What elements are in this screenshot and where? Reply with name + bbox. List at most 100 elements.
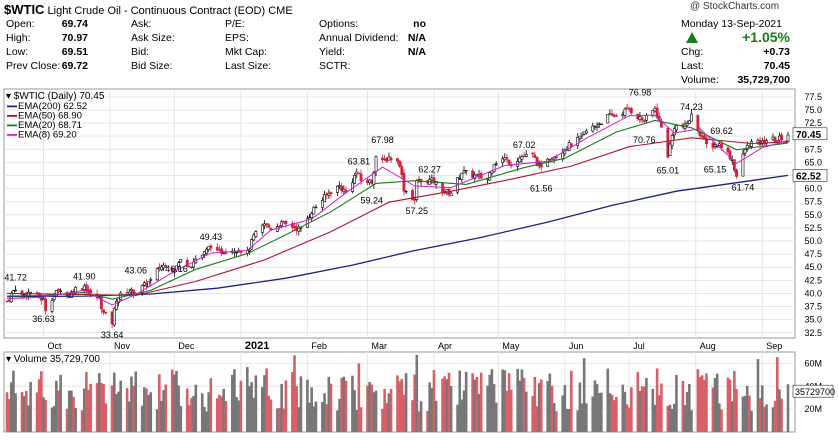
volume-bar <box>402 394 406 432</box>
x-tick-label: Apr <box>438 341 452 351</box>
candle-body <box>591 125 595 132</box>
volume-bar <box>640 386 644 432</box>
volume-bar <box>700 375 704 432</box>
volume-bar <box>535 406 539 432</box>
volume-bar <box>537 383 541 432</box>
candle-body <box>614 115 618 117</box>
volume-bar <box>786 384 790 432</box>
volume-bar <box>323 393 326 432</box>
candle-body <box>329 192 333 195</box>
candle-body <box>629 108 633 114</box>
candle-body <box>735 169 738 177</box>
candle-body <box>44 298 48 312</box>
volume-bar <box>207 392 210 432</box>
volume-bar <box>666 406 670 432</box>
candle-body <box>732 159 736 171</box>
volume-bar <box>670 408 674 432</box>
price-annotation: 62.27 <box>418 165 441 175</box>
volume-bar <box>507 373 511 432</box>
volume-bar <box>733 371 736 432</box>
volume-bar <box>576 410 580 432</box>
volume-bar <box>475 376 479 432</box>
volume-bar <box>763 406 766 432</box>
volume-bar <box>773 400 777 432</box>
quote-value: 35,729,700 <box>737 74 790 86</box>
volume-bar <box>74 408 77 432</box>
legend-item: EMA(8) 69.20 <box>18 130 77 141</box>
quote-label: Open: <box>6 18 35 30</box>
candle-body <box>400 166 404 175</box>
price-annotation: 59.24 <box>360 196 383 206</box>
volume-bar <box>336 410 339 432</box>
candle-body <box>57 288 60 291</box>
price-annotation: 41.72 <box>4 272 27 282</box>
volume-bar <box>479 372 483 432</box>
volume-bar <box>531 396 534 432</box>
candle-body <box>675 125 678 131</box>
volume-bar <box>471 373 474 432</box>
candle-body <box>155 268 159 281</box>
chart-title: $WTIC Light Crude Oil - Continuous Contr… <box>4 3 293 17</box>
candle-body <box>254 231 258 237</box>
volume-bar <box>102 384 105 432</box>
volume-bar <box>595 384 599 432</box>
y-tick-label: 77.5 <box>804 92 822 102</box>
volume-bar <box>381 408 384 432</box>
x-tick-label: Sep <box>766 341 782 351</box>
volume-bar <box>89 383 92 432</box>
volume-tick-label: 60M <box>804 358 822 368</box>
x-tick-label: Aug <box>700 341 716 351</box>
volume-bar <box>237 400 241 432</box>
candle-body <box>404 190 408 193</box>
volume-bar <box>715 373 719 432</box>
volume-bar <box>342 376 346 432</box>
candle-body <box>720 143 723 148</box>
volume-bar <box>357 363 361 432</box>
price-annotation: 70.76 <box>633 135 656 145</box>
quote-label: Mkt Cap: <box>225 46 268 58</box>
candle-body <box>263 223 266 227</box>
candle-body <box>321 200 324 208</box>
volume-bar <box>299 376 303 432</box>
candle-body <box>743 149 747 154</box>
volume-bar <box>741 396 745 432</box>
y-tick-label: 45.0 <box>804 262 822 272</box>
volume-bar <box>222 388 226 432</box>
volume-bar <box>50 407 54 432</box>
candle-body <box>102 309 105 313</box>
price-annotation: 61.74 <box>732 182 755 192</box>
volume-bar <box>569 370 573 432</box>
candle-body <box>505 157 509 160</box>
candle-body <box>374 156 378 172</box>
quote-label: EPS: <box>225 32 249 44</box>
volume-bar <box>503 370 507 432</box>
candle-body <box>539 162 543 168</box>
x-tick-label: Nov <box>114 341 131 351</box>
volume-bar <box>501 369 504 432</box>
volume-bar <box>563 385 567 432</box>
volume-bar <box>293 355 296 432</box>
volume-bar <box>630 387 633 432</box>
candle-body <box>460 172 464 180</box>
candle-body <box>160 266 163 271</box>
price-annotation: 36.63 <box>32 314 55 324</box>
volume-bar <box>321 402 324 432</box>
volume-bar <box>760 385 764 432</box>
volume-bar <box>477 393 481 432</box>
candle-body <box>640 117 644 121</box>
volume-bar <box>688 383 691 432</box>
volume-bar <box>25 390 28 432</box>
volume-bar <box>280 383 283 432</box>
volume-bar <box>434 400 438 432</box>
price-annotation: 43.06 <box>124 265 147 275</box>
candle-body <box>340 185 344 191</box>
candle-body <box>280 221 284 227</box>
volume-bar <box>269 399 273 432</box>
candle-body <box>140 285 144 294</box>
volume-bar <box>52 405 56 432</box>
volume-bar <box>140 405 144 432</box>
volume-bar <box>85 372 88 432</box>
y-tick-label: 75.0 <box>804 105 822 115</box>
candle-body <box>293 225 296 229</box>
candle-body <box>20 290 24 295</box>
